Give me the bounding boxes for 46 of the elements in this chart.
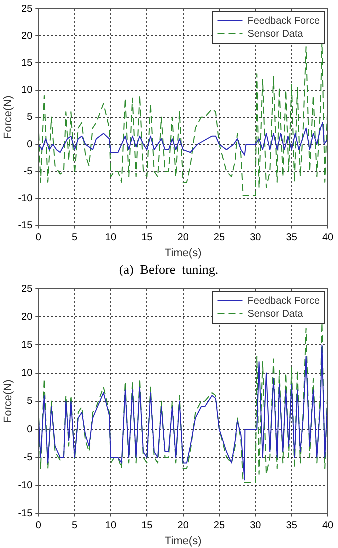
y-tick-label: 5	[27, 396, 34, 408]
x-tick-label: 25	[214, 520, 226, 532]
y-tick-label: -5	[24, 452, 34, 464]
y-tick-label: 25	[22, 4, 34, 15]
text: (a) Before tuning.	[118, 261, 220, 279]
y-tick-label: 15	[22, 58, 34, 69]
x-tick-label: 10	[105, 232, 117, 244]
y-tick-label: -5	[24, 166, 34, 178]
y-tick-label: 25	[22, 284, 34, 295]
x-tick-label: 20	[178, 232, 190, 244]
y-tick-label: 0	[27, 139, 34, 150]
x-tick-label: 15	[142, 520, 154, 532]
x-tick-label: 0	[36, 232, 42, 244]
y-tick-label: -15	[18, 220, 34, 232]
x-axis-title: Time(s)	[164, 247, 202, 260]
x-tick-label: 0	[36, 520, 42, 532]
y-tick-label: 20	[22, 312, 34, 323]
x-tick-label: 10	[105, 520, 117, 532]
y-tick-label: 0	[27, 424, 34, 436]
legend-label: Sensor Data	[248, 308, 304, 320]
x-tick-label: 20	[178, 520, 190, 532]
x-tick-label: 5	[72, 232, 78, 244]
x-tick-label: 25	[214, 232, 226, 244]
legend-label: Feedback Force	[248, 16, 320, 27]
x-tick-label: 30	[250, 520, 262, 532]
y-axis-title: Force(N)	[2, 380, 15, 424]
x-tick-label: 35	[286, 232, 298, 244]
x-tick-label: 40	[322, 520, 334, 532]
y-tick-label: -10	[18, 480, 34, 492]
x-tick-label: 5	[72, 520, 78, 532]
y-tick-label: 20	[22, 30, 34, 42]
y-tick-label: -10	[18, 193, 34, 204]
y-tick-label: -15	[18, 508, 34, 520]
y-tick-label: 10	[22, 85, 34, 96]
x-tick-label: 15	[142, 232, 154, 244]
y-tick-label: 15	[22, 340, 34, 351]
y-tick-label: 5	[27, 112, 34, 124]
x-axis-title: Time(s)	[164, 535, 202, 548]
y-axis-title: Force(N)	[2, 96, 15, 140]
line-series	[38, 322, 328, 484]
legend-label: Sensor Data	[248, 28, 304, 40]
y-tick-label: 10	[22, 368, 34, 380]
x-tick-label: 30	[250, 232, 262, 244]
legend-label: Feedback Force	[248, 296, 320, 307]
x-tick-label: 35	[286, 520, 298, 532]
x-tick-label: 40	[322, 232, 334, 244]
